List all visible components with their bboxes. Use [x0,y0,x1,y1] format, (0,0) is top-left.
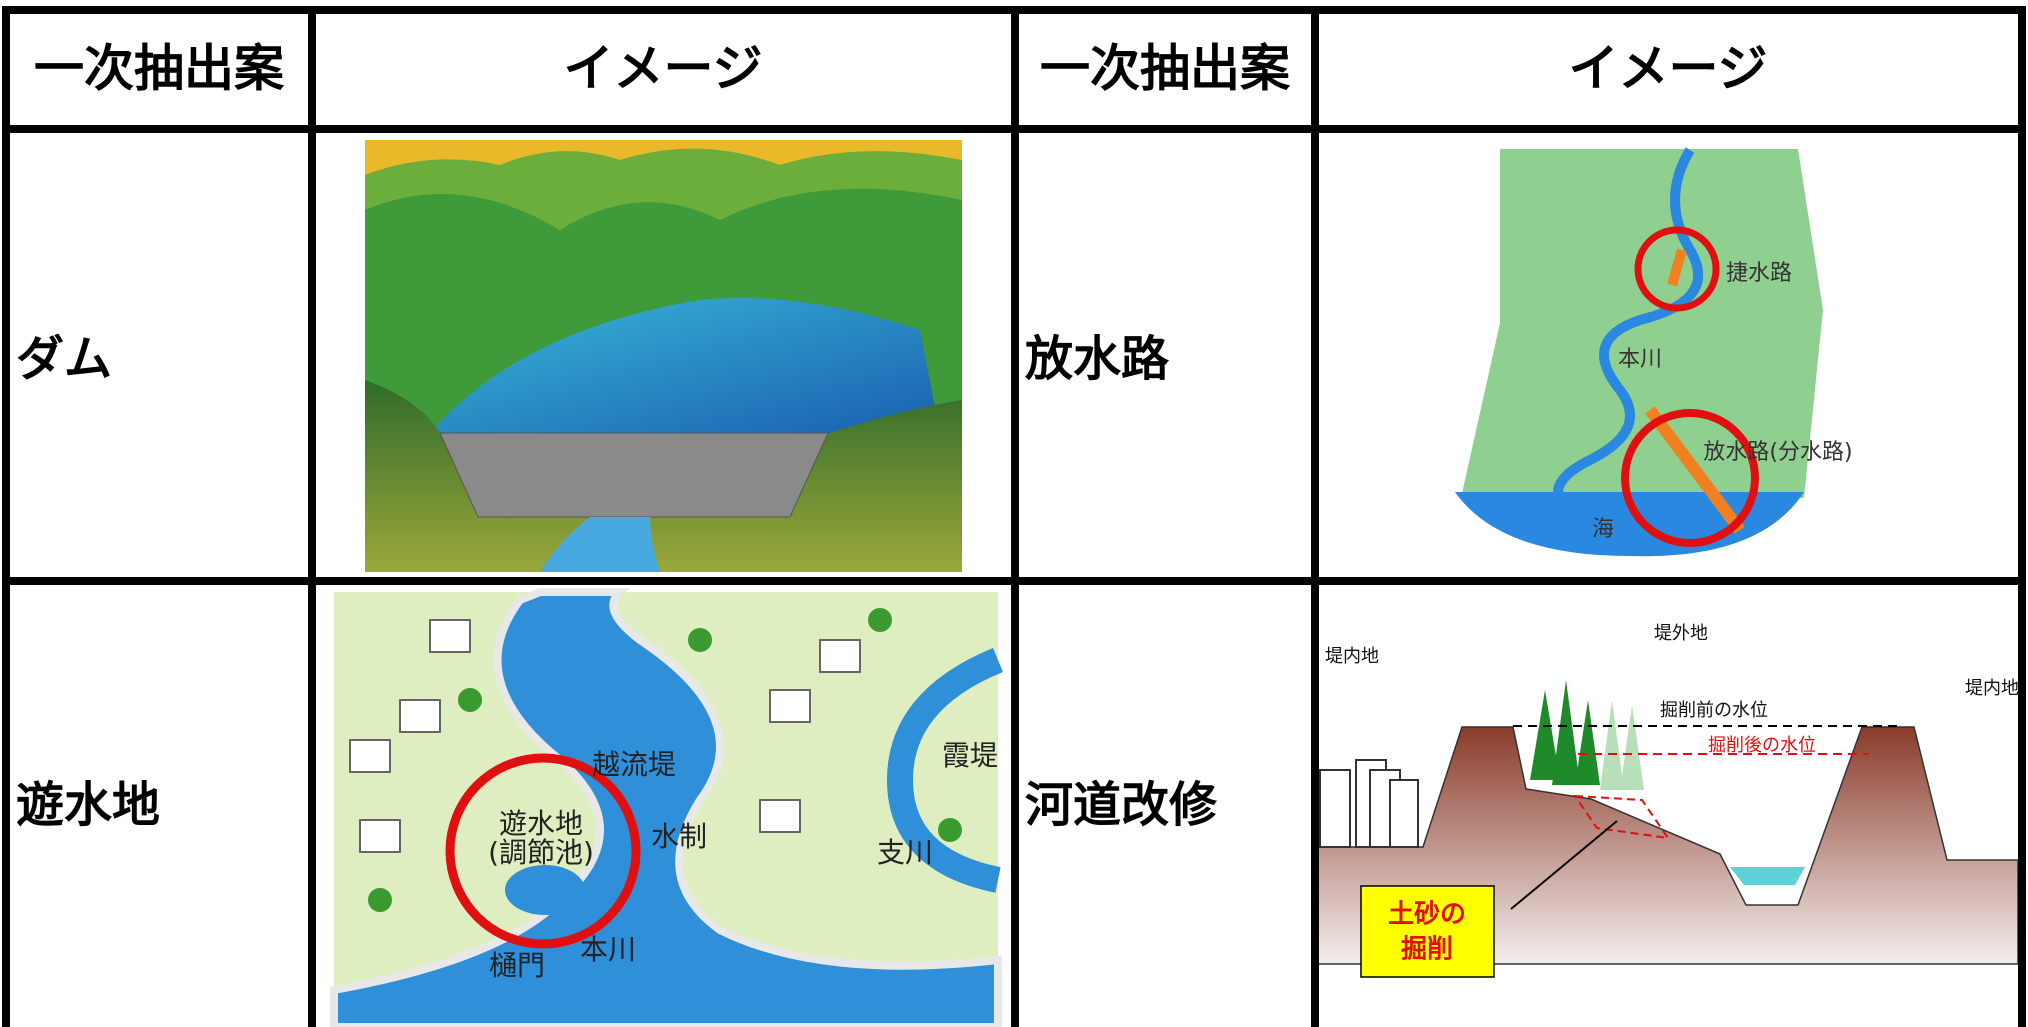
cell-label: ダム [16,331,112,387]
dam-illustration [365,140,962,573]
image-label: 本川 [1618,347,1662,372]
header-cell: 一次抽出案 [1040,40,1291,98]
image-label: 土砂の [1388,900,1466,930]
image-label: 越流堤 [592,748,676,781]
image-label: 堤外地 [1654,623,1708,644]
image-label: 捷水路 [1726,261,1792,286]
cell-label: 河道改修 [1025,777,1218,833]
image-label: 堤内地 [1965,678,2019,699]
image-label: 堤内地 [1325,646,1379,667]
image-label: 掘削後の水位 [1708,735,1816,756]
image-label: 支川 [877,836,933,869]
cell-label: 放水路 [1025,331,1170,387]
retention-illustration: 越流堤 遊水地 (調節池) 水制 霞堤 支川 樋門 本川 [330,588,1004,1027]
image-label: 水制 [651,820,707,853]
drainage-illustration: 捷水路 本川 放水路(分水路) 海 [1455,147,1853,557]
cell-label: 遊水地 [16,777,160,833]
image-label: 海 [1592,517,1614,542]
image-label: 樋門 [489,949,545,982]
image-label: 本川 [580,933,636,966]
image-label: 掘削 [1401,935,1453,965]
image-label: 遊水地 [499,807,583,840]
river-illustration: 土砂の 掘削 堤外地 堤内地 堤内地 掘削前の水位 掘削後の水位 [1317,623,2019,978]
image-label: (調節池) [488,836,594,869]
header-cell: 一次抽出案 [34,40,285,98]
header-cell: イメージ [564,40,763,98]
image-label: 放水路(分水路) [1703,440,1852,465]
header-cell: イメージ [1569,40,1768,98]
table-grid [2,6,2026,1027]
image-label: 霞堤 [942,739,998,772]
image-label: 掘削前の水位 [1660,700,1768,721]
